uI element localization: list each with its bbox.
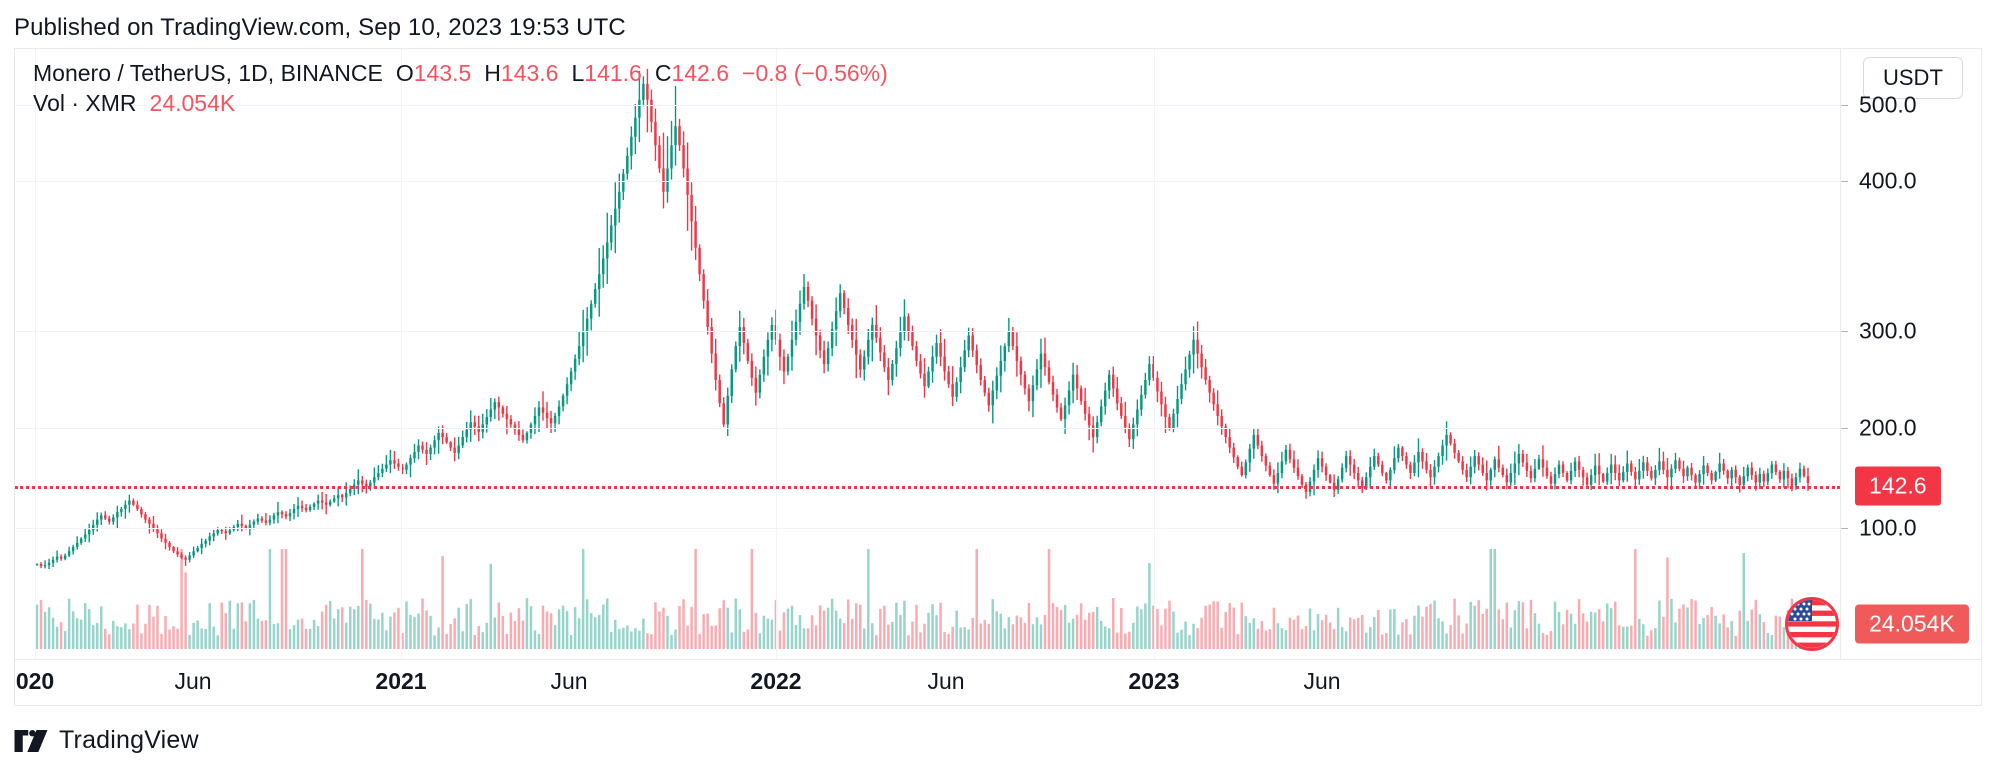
- chart-legend: Monero / TetherUS, 1D, BINANCE O143.5 H143…: [33, 58, 888, 118]
- candlestick-series: [35, 68, 1810, 649]
- legend-change-value: −0.8 (−0.56%): [742, 60, 888, 86]
- price-axis-label-300: 300.0: [1859, 317, 1917, 344]
- axis-tick-300: [1841, 331, 1848, 332]
- current-price-line: [15, 486, 1840, 489]
- legend-symbol-title: Monero / TetherUS, 1D, BINANCE: [33, 60, 383, 86]
- gridline-time-2021: [401, 49, 402, 659]
- gridline-time-2020: [35, 49, 36, 659]
- time-axis[interactable]: 020 Jun 2021 Jun 2022 Jun 2023 Jun: [14, 660, 1982, 706]
- price-axis-label-100: 100.0: [1859, 514, 1917, 541]
- time-axis-label-jun: Jun: [1303, 668, 1341, 694]
- axis-tick-100: [1841, 528, 1848, 529]
- gridline-300: [15, 331, 1840, 332]
- price-axis-label-400: 400.0: [1859, 167, 1917, 194]
- legend-close-label: C: [654, 60, 672, 86]
- gridline-time-2023: [1154, 49, 1155, 659]
- legend-low-value: 141.6: [584, 60, 642, 86]
- legend-high-value: 143.6: [500, 60, 559, 86]
- price-axis-label-500: 500.0: [1859, 91, 1917, 118]
- time-axis-label-2023: 2023: [1128, 668, 1180, 694]
- axis-tick-400: [1841, 181, 1848, 182]
- chart-plot-pane[interactable]: Monero / TetherUS, 1D, BINANCE O143.5 H143…: [15, 49, 1840, 659]
- legend-volume-label: Vol · XMR: [33, 90, 137, 116]
- legend-close-value: 142.6: [671, 60, 730, 86]
- gridline-time-2022: [776, 49, 777, 659]
- legend-high-label: H: [484, 60, 501, 86]
- price-axis[interactable]: USDT 500.0 400.0 300.0 200.0 100.0 142.6: [1785, 49, 1981, 659]
- legend-volume-row[interactable]: Vol · XMR 24.054K: [33, 88, 888, 118]
- legend-low-label: L: [571, 60, 585, 86]
- time-axis-label-2021: 2021: [375, 668, 427, 694]
- us-flag-icon[interactable]: [1785, 597, 1839, 651]
- time-axis-label-jun: Jun: [550, 668, 588, 694]
- time-axis-label-2022: 2022: [750, 668, 802, 694]
- legend-open-label: O: [395, 60, 414, 86]
- published-header: Published on TradingView.com, Sep 10, 20…: [14, 14, 626, 41]
- tradingview-logo-icon: [14, 729, 48, 752]
- legend-symbol-row[interactable]: Monero / TetherUS, 1D, BINANCE O143.5 H143…: [33, 58, 888, 88]
- tradingview-brand-label: TradingView: [59, 726, 199, 754]
- time-axis-label-jun: Jun: [927, 668, 965, 694]
- time-axis-label-020: 020: [15, 668, 55, 694]
- time-axis-label-jun: Jun: [174, 668, 212, 694]
- footer: TradingView: [14, 726, 199, 755]
- current-volume-tag[interactable]: 24.054K: [1855, 604, 1969, 644]
- gridline-200: [15, 428, 1840, 429]
- gridline-400: [15, 181, 1840, 182]
- gridline-100: [15, 528, 1840, 529]
- chart-frame[interactable]: Monero / TetherUS, 1D, BINANCE O143.5 H143…: [14, 48, 1982, 660]
- currency-badge[interactable]: USDT: [1863, 57, 1963, 99]
- axis-tick-500: [1841, 105, 1848, 106]
- legend-volume-value: 24.054K: [149, 90, 236, 116]
- legend-open-value: 143.5: [413, 60, 472, 86]
- gridline-500: [15, 105, 1840, 106]
- current-price-tag[interactable]: 142.6: [1855, 466, 1941, 506]
- price-axis-label-200: 200.0: [1859, 414, 1917, 441]
- axis-tick-200: [1841, 428, 1848, 429]
